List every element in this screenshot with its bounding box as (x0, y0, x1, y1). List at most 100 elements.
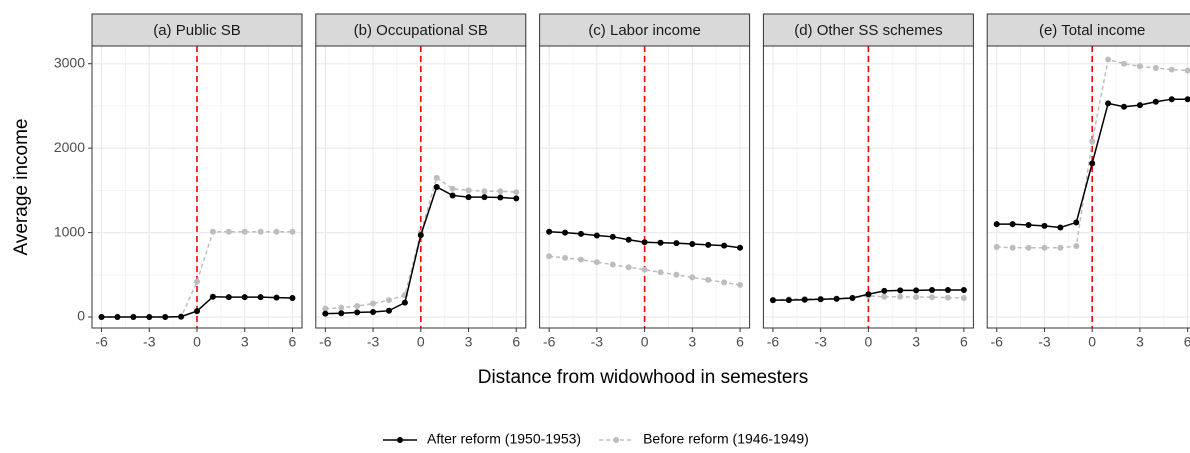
panel-title: (b) Occupational SB (354, 22, 488, 39)
data-point (289, 295, 296, 302)
data-point (593, 259, 600, 266)
x-tick-label: 3 (688, 334, 696, 350)
data-point (785, 297, 792, 304)
data-point (546, 228, 553, 235)
x-tick-label: -3 (814, 334, 827, 350)
data-point (385, 307, 392, 314)
data-point (657, 269, 664, 276)
strip (315, 13, 527, 47)
data-point (354, 303, 361, 310)
x-tick-label: 3 (912, 334, 920, 350)
data-point (960, 287, 967, 294)
data-point (609, 261, 616, 268)
data-point (497, 188, 504, 195)
data-point (273, 228, 280, 235)
x-axis-title: Distance from widowhood in semesters (478, 367, 809, 388)
data-point (705, 241, 712, 248)
data-point (881, 287, 888, 294)
legend-marker (613, 437, 620, 443)
data-point (577, 230, 584, 237)
data-point (993, 221, 1000, 228)
data-point (1168, 96, 1175, 103)
data-point (241, 294, 248, 301)
data-point (849, 295, 856, 302)
data-point (657, 239, 664, 246)
data-point (162, 314, 169, 321)
x-tick-label: 6 (960, 334, 968, 350)
data-point (913, 287, 920, 294)
x-tick-label: -6 (991, 334, 1004, 350)
data-point (433, 174, 440, 181)
panel: -6 -3 0 3 6 (d) Other SS schemes (762, 13, 974, 350)
x-tick-label: 6 (736, 334, 744, 350)
data-point (273, 294, 280, 301)
data-point (689, 240, 696, 247)
x-tick-label: 3 (241, 334, 249, 350)
x-tick-label: -3 (143, 334, 156, 350)
data-point (1057, 224, 1064, 231)
data-point (194, 278, 200, 285)
y-tick-label: 0 (77, 308, 85, 324)
y-tick-label: 2000 (54, 139, 85, 155)
data-point (1184, 96, 1190, 103)
data-point (721, 242, 728, 249)
x-tick-label: 0 (1088, 334, 1096, 350)
x-tick-label: -6 (543, 334, 556, 350)
strip (986, 13, 1190, 47)
data-point (593, 232, 600, 239)
data-point (338, 304, 345, 311)
data-point (1025, 221, 1032, 228)
data-point (1041, 222, 1048, 229)
data-point (401, 299, 408, 306)
data-point (577, 256, 584, 263)
data-point (449, 185, 456, 192)
data-point (178, 313, 185, 320)
data-point (769, 297, 776, 304)
data-point (1073, 243, 1080, 250)
data-point (944, 287, 951, 294)
data-point (322, 310, 329, 317)
data-point (481, 188, 488, 195)
data-point (689, 274, 696, 281)
data-point (385, 297, 392, 304)
x-tick-label: -3 (591, 334, 604, 350)
data-point (370, 300, 377, 307)
data-point (433, 184, 440, 190)
data-point (641, 239, 648, 246)
x-tick-label: 6 (512, 334, 520, 350)
data-point (1168, 66, 1175, 73)
legend-marker (397, 437, 403, 443)
data-point (881, 293, 888, 300)
data-point (1089, 160, 1096, 167)
data-point (130, 314, 137, 321)
data-point (513, 195, 520, 202)
data-point (721, 279, 728, 286)
data-point (209, 228, 216, 235)
data-point (944, 294, 951, 301)
data-point (370, 308, 377, 315)
data-point (257, 228, 264, 235)
data-point (897, 293, 904, 300)
x-tick-label: 3 (465, 334, 473, 350)
data-point (1152, 64, 1159, 71)
data-point (1073, 219, 1080, 226)
data-point (609, 233, 616, 240)
data-point (929, 294, 936, 301)
data-point (1041, 244, 1048, 251)
data-point (801, 296, 808, 303)
data-point (1009, 244, 1016, 251)
data-point (562, 229, 569, 236)
data-point (98, 314, 105, 321)
data-point (465, 194, 472, 201)
x-tick-label: -3 (1038, 334, 1051, 350)
data-point (1057, 244, 1064, 251)
data-point (354, 309, 361, 316)
x-tick-label: -6 (767, 334, 780, 350)
data-point (1121, 103, 1128, 110)
data-point (289, 228, 296, 235)
panel: -6 -3 0 3 6 (e) Total income (986, 13, 1190, 350)
data-point (960, 295, 967, 302)
data-point (194, 308, 200, 315)
